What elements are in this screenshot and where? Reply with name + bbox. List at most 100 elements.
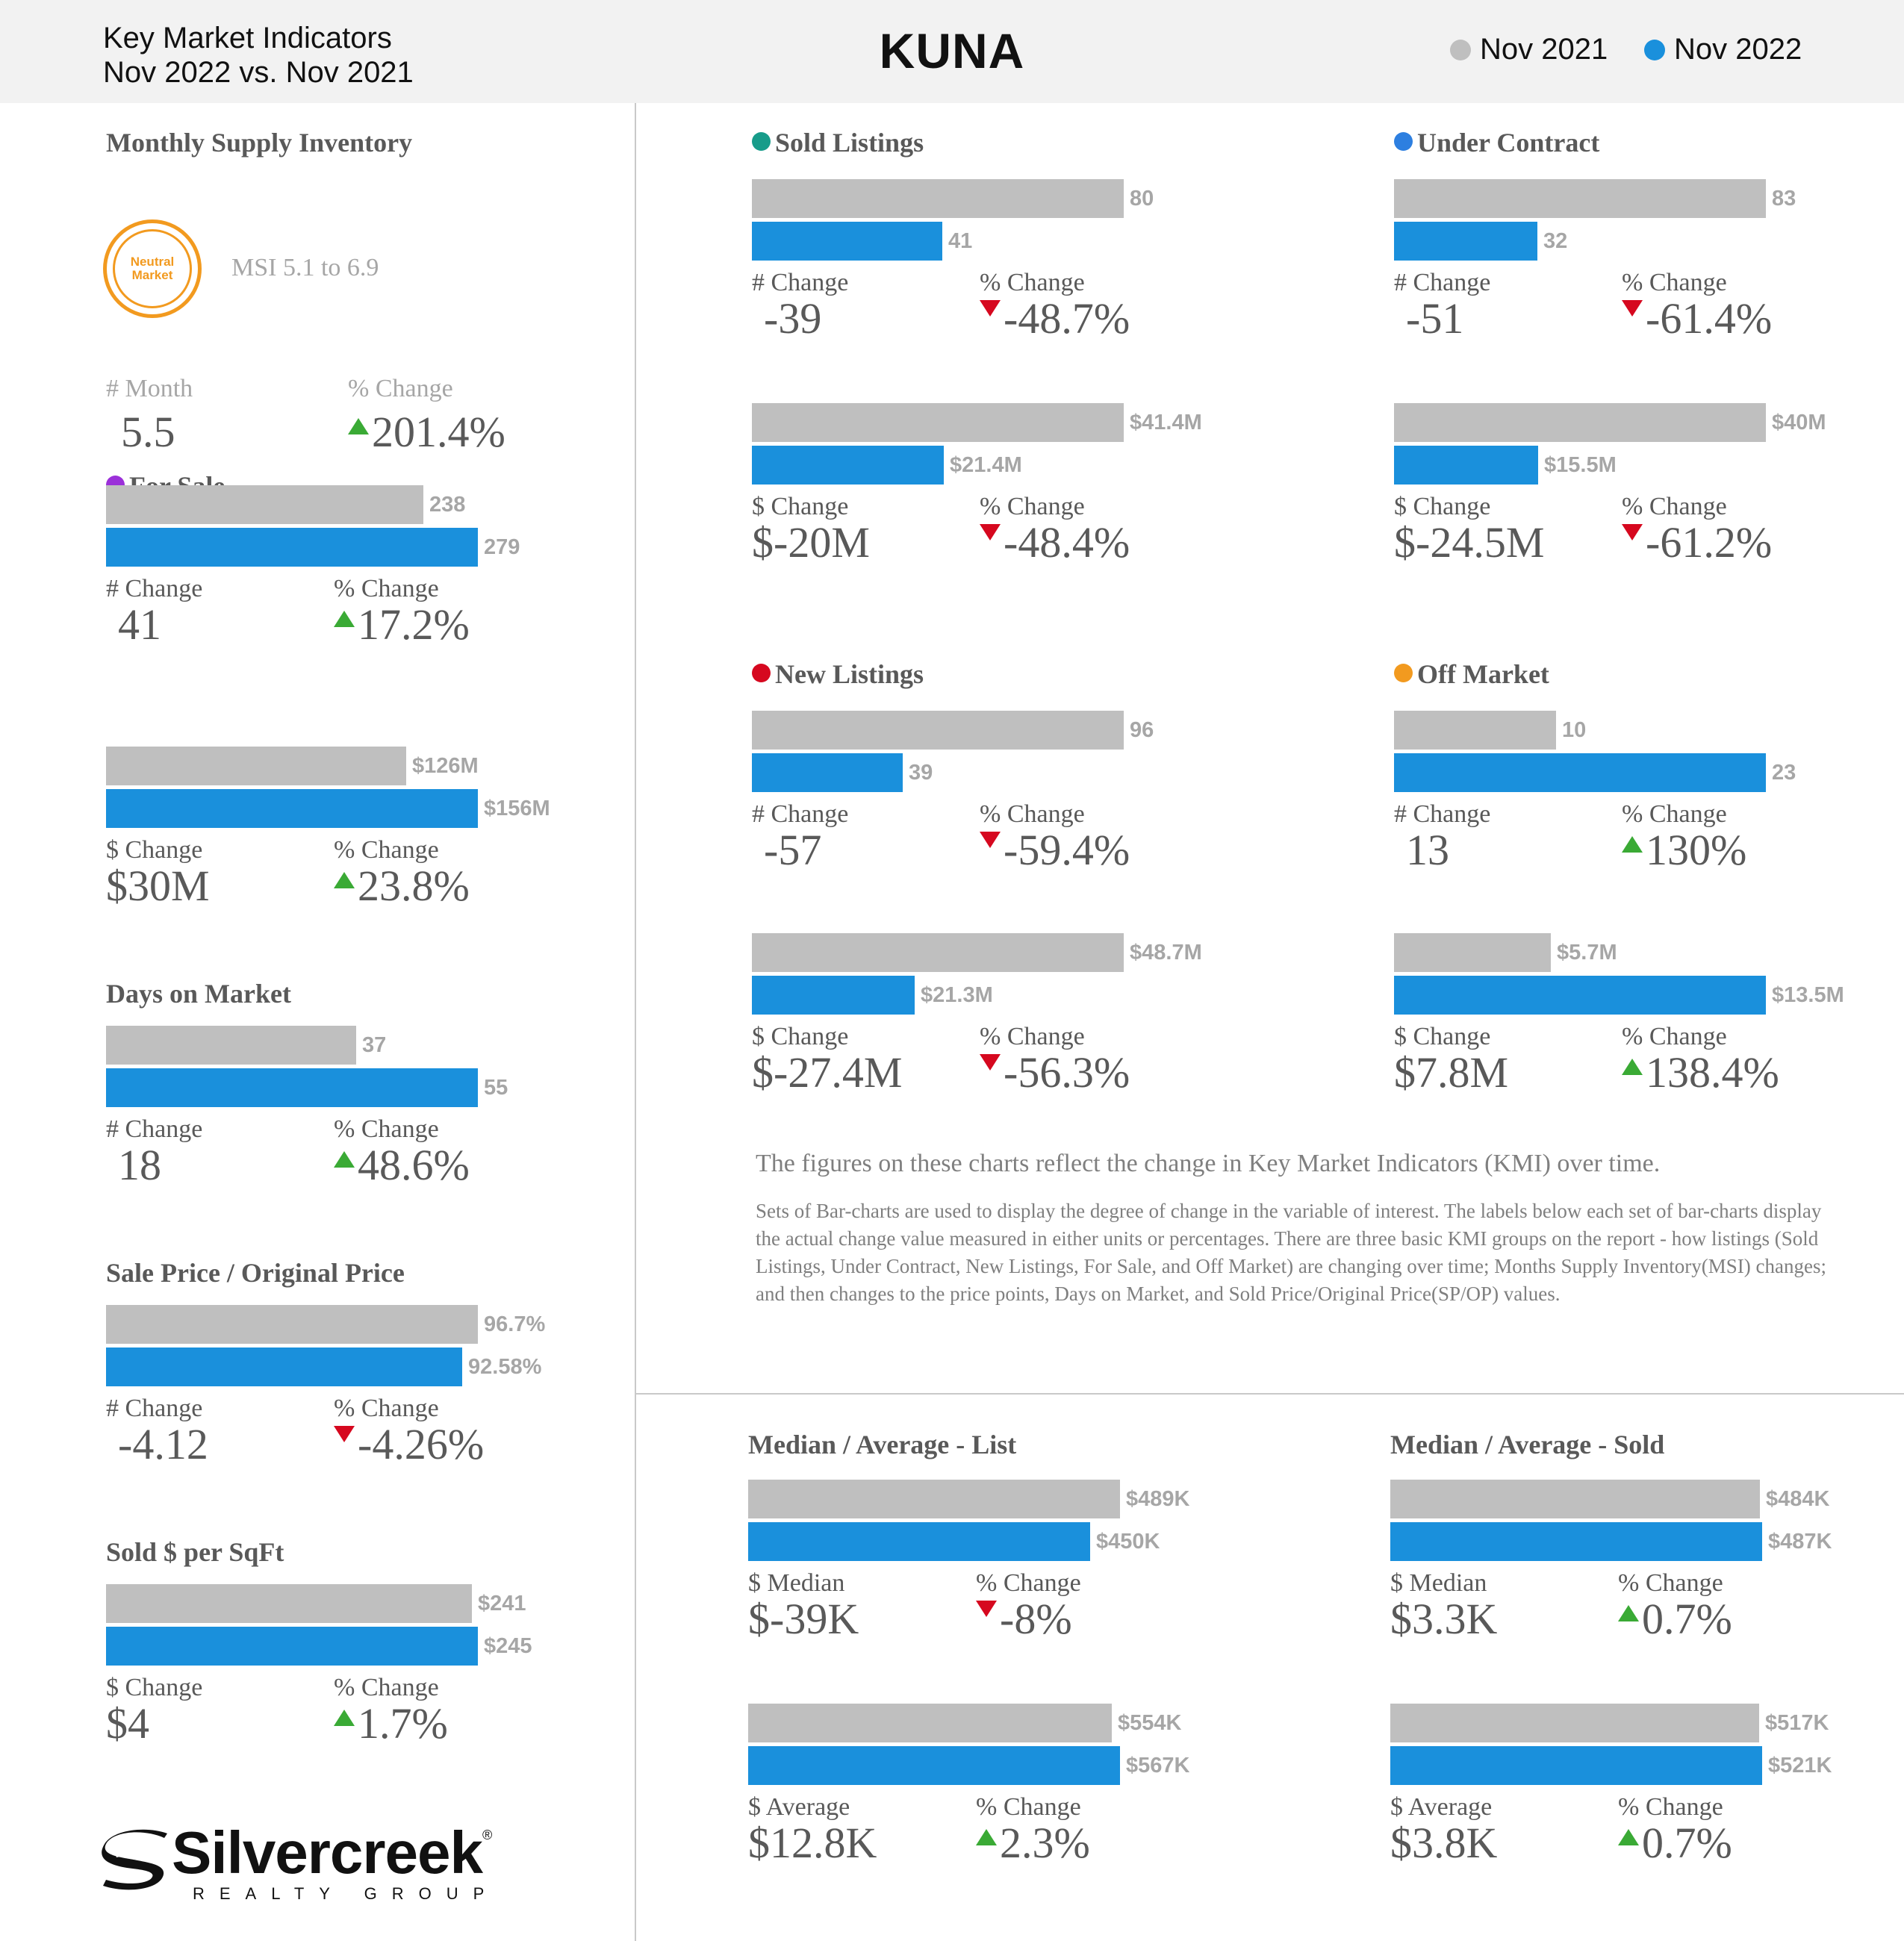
for-sale-count-label-2021: 238 xyxy=(429,493,466,517)
for-sale-count-pct-label: % Change xyxy=(334,575,439,602)
sold-average-bar-2022 xyxy=(1390,1746,1762,1785)
subtitle-line-2: Nov 2022 vs. Nov 2021 xyxy=(103,56,414,89)
new-listings-count-change-label: # Change xyxy=(752,800,849,828)
msi-title: Monthly Supply Inventory xyxy=(106,128,413,158)
silvercreek-logo: Silvercreek ® REALTY GROUP xyxy=(100,1819,503,1911)
sold-count-bar-2022 xyxy=(752,222,942,261)
up-arrow-icon xyxy=(334,1151,355,1168)
section-divider xyxy=(636,1393,1904,1395)
off-market-dollar-change-label: $ Change xyxy=(1394,1023,1491,1050)
down-arrow-icon xyxy=(976,1601,997,1617)
new-listings-count-bar-2021 xyxy=(752,711,1124,750)
badge-text: Neutral Market xyxy=(113,229,192,308)
sold-dollar-change-label: $ Change xyxy=(752,493,849,520)
sold-count-change-label: # Change xyxy=(752,269,849,296)
sold-count-dot-icon xyxy=(752,132,771,151)
sold-count-bar-2021 xyxy=(752,179,1124,218)
sold-average-label-2021: $517K xyxy=(1765,1711,1829,1735)
new-listings-count-pct-label: % Change xyxy=(980,800,1085,828)
legend-dot-gray xyxy=(1450,40,1471,60)
neutral-market-badge-icon: Neutral Market xyxy=(103,219,202,318)
list-median-change-label: $ Median xyxy=(748,1569,845,1597)
legend-item-nov-2022: Nov 2022 xyxy=(1644,33,1802,66)
up-arrow-icon xyxy=(1622,836,1643,853)
list-median-title: Median / Average - List xyxy=(748,1429,1016,1460)
up-arrow-icon xyxy=(334,872,355,888)
list-median-label-2022: $450K xyxy=(1096,1530,1160,1554)
sold-count-pct-change: -48.7% xyxy=(980,296,1130,342)
up-arrow-icon xyxy=(334,611,355,627)
sold-dollar-label-2022: $21.4M xyxy=(950,453,1022,477)
days-on-market-label-2022: 55 xyxy=(484,1076,508,1100)
for-sale-dollar-bar-2021 xyxy=(106,747,406,785)
sold-median-change-value: $3.3K xyxy=(1390,1595,1498,1643)
msi-month-value: 5.5 xyxy=(121,408,175,456)
sold-per-sqft-pct-change: 1.7% xyxy=(334,1701,448,1747)
off-market-count-dot-icon xyxy=(1394,664,1413,682)
under-contract-count-pct-label: % Change xyxy=(1622,269,1727,296)
for-sale-dollar-pct-value: 23.8% xyxy=(358,862,470,910)
days-on-market-pct-value: 48.6% xyxy=(358,1141,470,1189)
list-average-bar-2021 xyxy=(748,1704,1112,1742)
msi-range-text: MSI 5.1 to 6.9 xyxy=(231,254,379,281)
for-sale-dollar-label-2022: $156M xyxy=(484,797,550,820)
new-listings-dollar-pct-change: -56.3% xyxy=(980,1050,1130,1096)
sp-op-pct-change: -4.26% xyxy=(334,1421,484,1468)
list-average-pct-change: 2.3% xyxy=(976,1820,1090,1866)
sold-count-label-2022: 41 xyxy=(948,229,973,253)
for-sale-count-pct-change: 17.2% xyxy=(334,602,470,648)
sold-per-sqft-title-text: Sold $ per SqFt xyxy=(106,1537,284,1567)
new-listings-count-label-2022: 39 xyxy=(909,761,933,785)
list-median-bar-2021 xyxy=(748,1480,1120,1518)
sold-average-change-label: $ Average xyxy=(1390,1793,1493,1821)
new-listings-count-dot-icon xyxy=(752,664,771,682)
under-contract-dollar-bar-2022 xyxy=(1394,446,1538,485)
sold-median-bar-2022 xyxy=(1390,1522,1762,1561)
sold-count-label-2021: 80 xyxy=(1130,187,1154,211)
under-contract-count-title-text: Under Contract xyxy=(1417,128,1600,158)
off-market-count-bar-2022 xyxy=(1394,753,1766,792)
for-sale-count-change-label: # Change xyxy=(106,575,203,602)
new-listings-count-title-text: New Listings xyxy=(775,659,924,689)
subtitle-line-1: Key Market Indicators xyxy=(103,22,392,54)
off-market-count-pct-value: 130% xyxy=(1646,826,1747,874)
list-median-pct-value: -8% xyxy=(1000,1595,1072,1643)
off-market-dollar-bar-2021 xyxy=(1394,933,1551,972)
off-market-dollar-label-2021: $5.7M xyxy=(1557,941,1617,965)
new-listings-count-label-2021: 96 xyxy=(1130,718,1154,742)
off-market-count-change-value: 13 xyxy=(1406,826,1449,874)
list-median-title-text: Median / Average - List xyxy=(748,1430,1017,1459)
for-sale-dollar-change-label: $ Change xyxy=(106,836,203,864)
sold-median-bar-2021 xyxy=(1390,1480,1760,1518)
under-contract-count-bar-2021 xyxy=(1394,179,1766,218)
up-arrow-icon xyxy=(976,1829,997,1845)
under-contract-dollar-bar-2021 xyxy=(1394,403,1766,442)
new-listings-count-pct-value: -59.4% xyxy=(1004,826,1130,874)
sp-op-label-2021: 96.7% xyxy=(484,1312,546,1336)
off-market-count-label-2022: 23 xyxy=(1772,761,1796,785)
under-contract-dollar-change-value: $-24.5M xyxy=(1394,518,1545,567)
for-sale-dollar-change-value: $30M xyxy=(106,862,210,910)
days-on-market-bar-2021 xyxy=(106,1026,356,1065)
list-median-bar-2022 xyxy=(748,1522,1090,1561)
logo-tagline: REALTY GROUP xyxy=(193,1884,500,1903)
up-arrow-icon xyxy=(348,418,369,434)
sold-per-sqft-label-2022: $245 xyxy=(484,1634,532,1658)
for-sale-count-change-value: 41 xyxy=(118,600,161,649)
new-listings-dollar-change-value: $-27.4M xyxy=(752,1048,903,1097)
sold-dollar-bar-2021 xyxy=(752,403,1124,442)
sold-median-change-label: $ Median xyxy=(1390,1569,1487,1597)
sold-median-title-text: Median / Average - Sold xyxy=(1390,1430,1665,1459)
under-contract-dollar-pct-change: -61.2% xyxy=(1622,520,1772,566)
sold-per-sqft-bar-2022 xyxy=(106,1627,478,1666)
off-market-dollar-pct-value: 138.4% xyxy=(1646,1048,1779,1097)
under-contract-dollar-change-label: $ Change xyxy=(1394,493,1491,520)
sold-median-pct-label: % Change xyxy=(1618,1569,1723,1597)
new-listings-dollar-change-label: $ Change xyxy=(752,1023,849,1050)
list-average-pct-label: % Change xyxy=(976,1793,1081,1821)
for-sale-dollar-label-2021: $126M xyxy=(412,754,479,778)
sold-median-pct-value: 0.7% xyxy=(1642,1595,1732,1643)
new-listings-dollar-bar-2022 xyxy=(752,976,915,1015)
sp-op-bar-2021 xyxy=(106,1305,478,1344)
sold-average-change-value: $3.8K xyxy=(1390,1819,1498,1867)
